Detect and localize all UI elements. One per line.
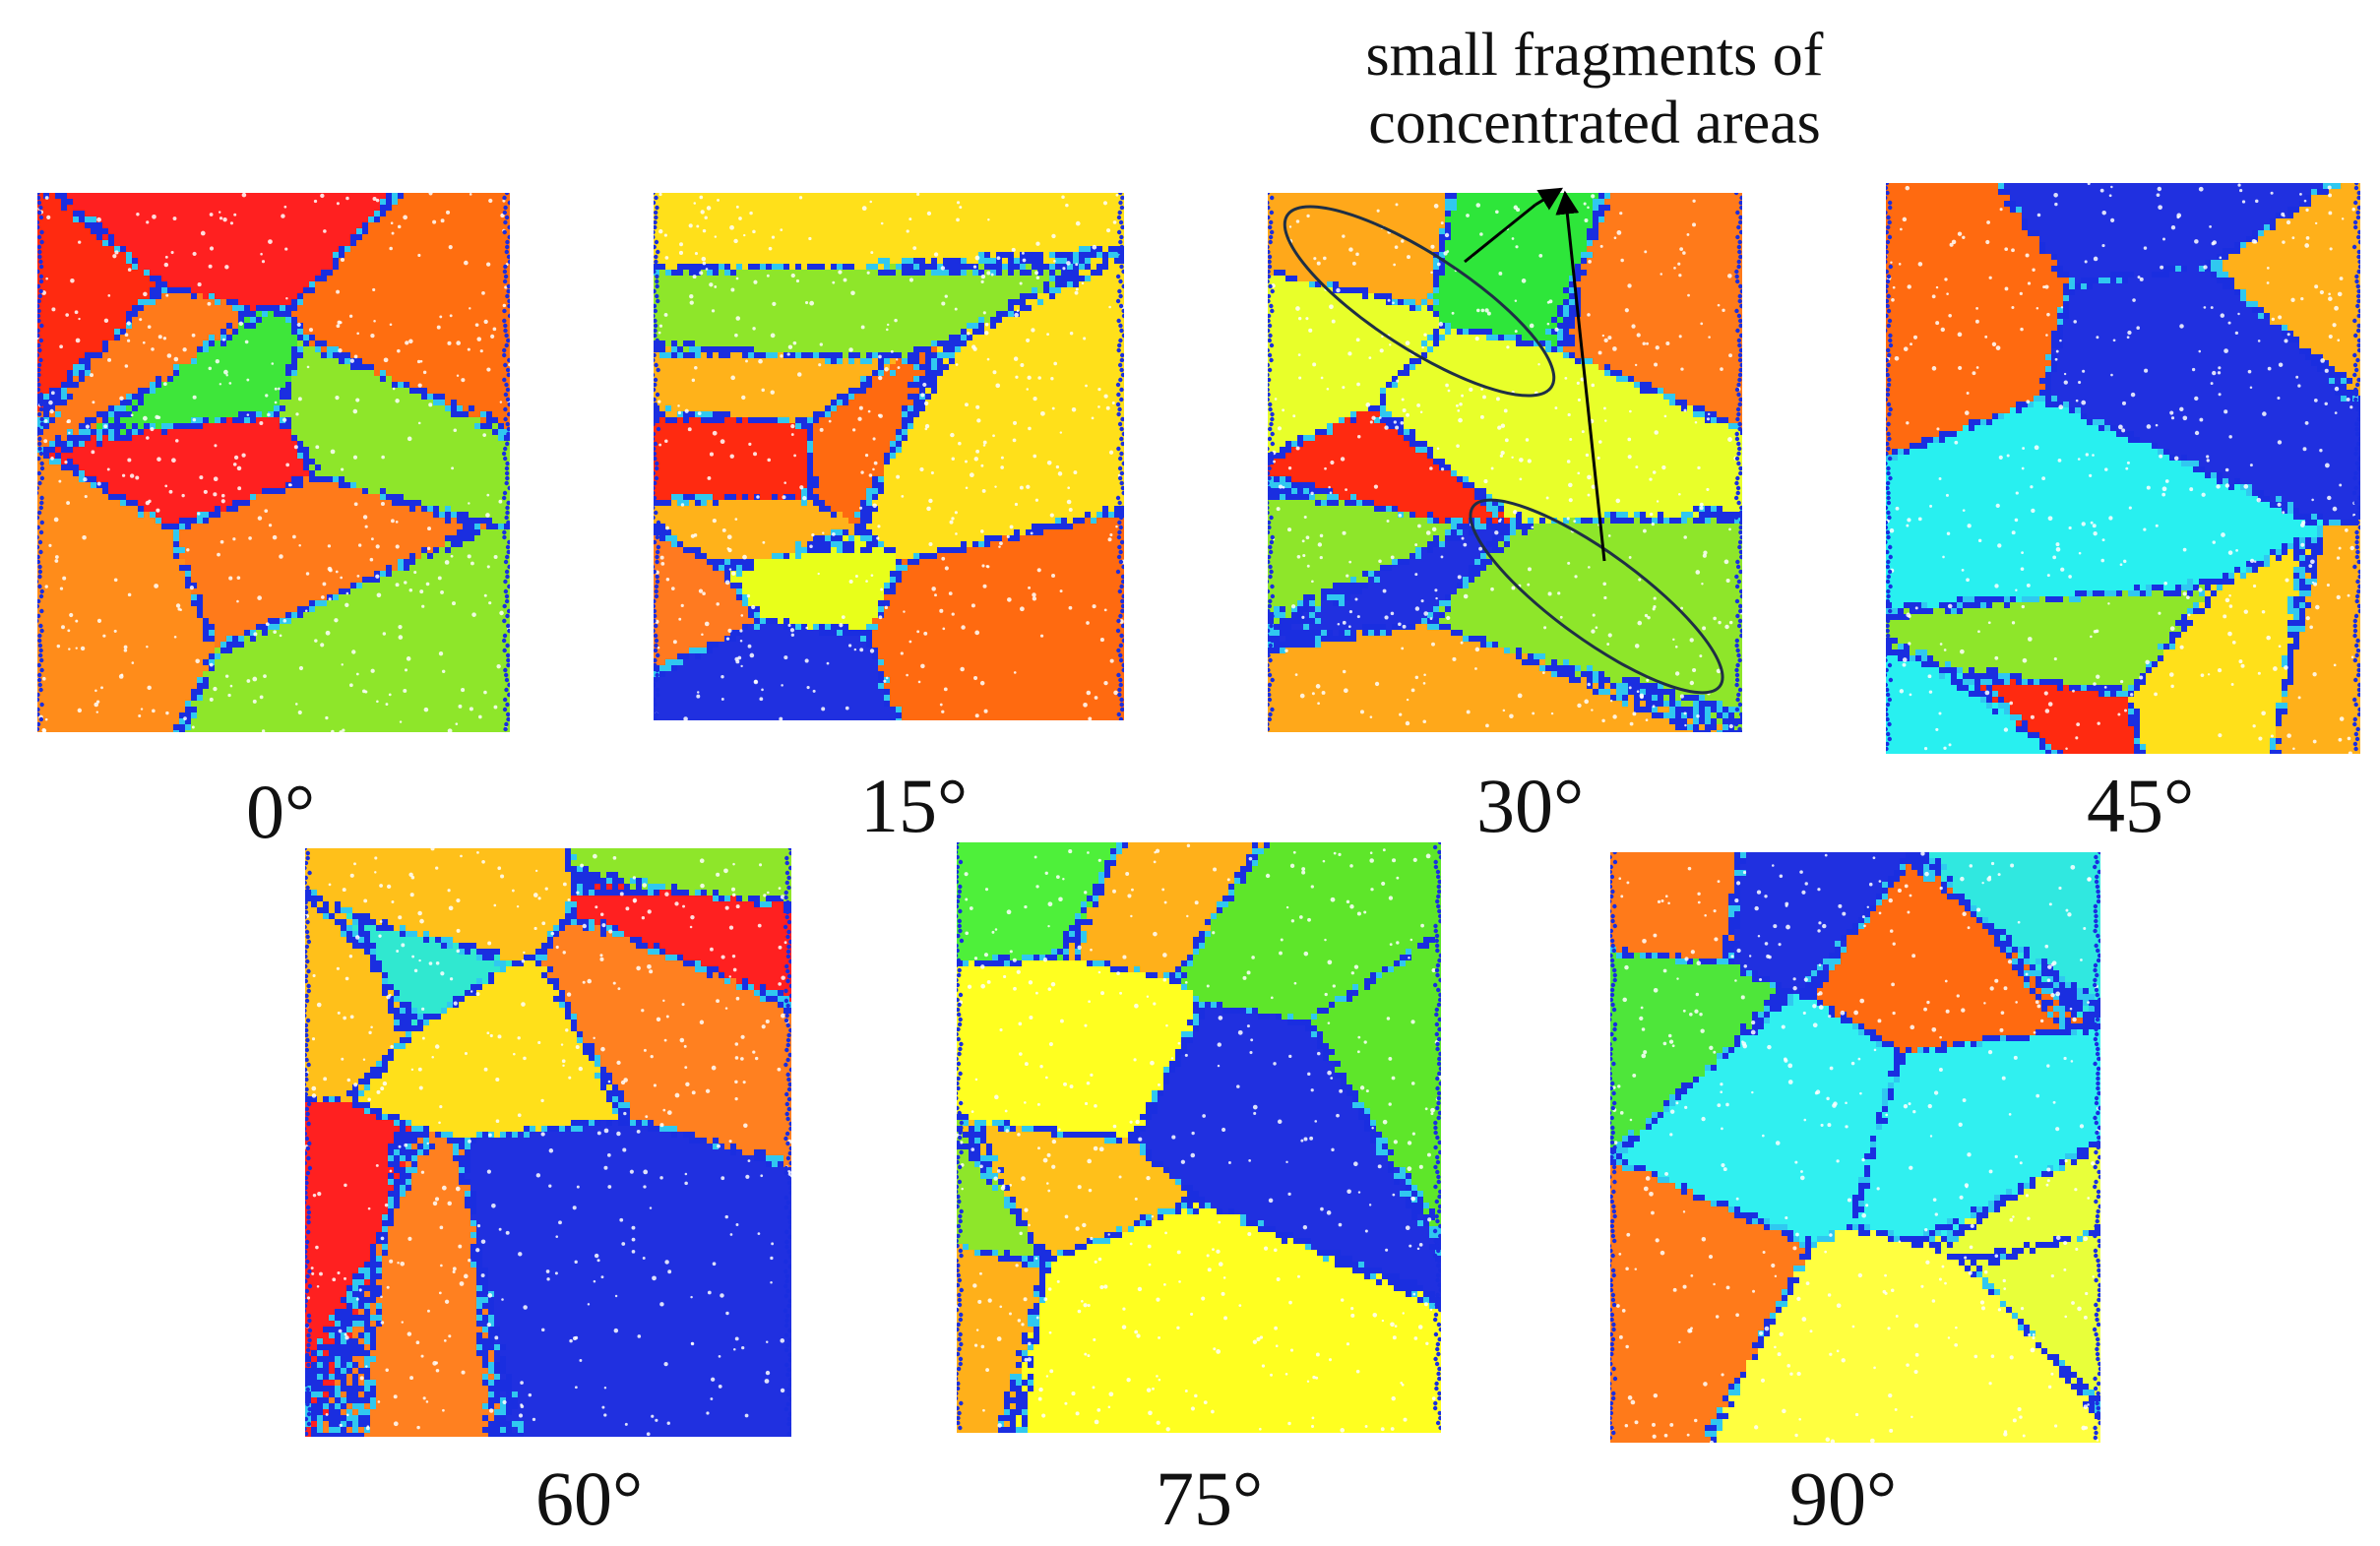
angle-label-75: 75°: [1156, 1460, 1263, 1537]
grain-panel-15: [654, 193, 1124, 720]
angle-label-15: 15°: [860, 768, 968, 844]
angle-label-90: 90°: [1789, 1460, 1897, 1537]
annotation-line-2: concentrated areas: [1270, 90, 1919, 157]
grain-panel-75: [957, 842, 1441, 1433]
grain-panel-30: [1268, 193, 1742, 732]
angle-label-30: 30°: [1476, 768, 1584, 844]
annotation-line-1: small fragments of: [1270, 22, 1919, 90]
grain-panel-90: [1610, 852, 2100, 1443]
grain-panel-60: [305, 848, 791, 1437]
grain-panel-45: [1886, 183, 2360, 754]
angle-label-45: 45°: [2087, 768, 2194, 844]
grain-panel-0: [37, 193, 510, 732]
angle-label-0: 0°: [246, 773, 315, 850]
annotation-text: small fragments of concentrated areas: [1270, 22, 1919, 158]
angle-label-60: 60°: [535, 1460, 643, 1537]
